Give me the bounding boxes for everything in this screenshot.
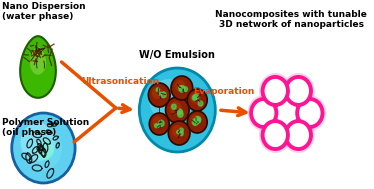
Polygon shape [30,47,46,75]
Polygon shape [194,117,200,123]
Circle shape [264,78,287,104]
Circle shape [21,125,62,171]
Polygon shape [192,119,198,125]
Polygon shape [179,86,183,90]
Circle shape [171,76,193,100]
Circle shape [187,111,207,133]
Circle shape [263,77,288,105]
Circle shape [282,117,315,153]
Polygon shape [178,111,183,117]
Circle shape [251,99,276,127]
Circle shape [12,113,75,183]
Circle shape [149,113,169,135]
Circle shape [21,123,55,161]
Polygon shape [192,95,197,100]
Circle shape [166,97,189,123]
Circle shape [264,122,287,148]
Circle shape [175,80,186,92]
Polygon shape [179,86,186,92]
Circle shape [190,115,200,125]
Circle shape [297,99,322,127]
Circle shape [263,121,288,149]
Polygon shape [161,92,166,98]
Polygon shape [156,88,159,92]
Circle shape [259,73,292,109]
Circle shape [170,101,181,115]
Circle shape [152,87,163,99]
Polygon shape [195,116,201,123]
Circle shape [140,68,215,152]
Circle shape [298,100,322,126]
Circle shape [248,95,280,131]
Circle shape [148,83,170,107]
Circle shape [286,122,310,148]
Text: Polymer Solution
(oil phase): Polymer Solution (oil phase) [2,118,89,137]
Polygon shape [193,94,199,100]
Circle shape [172,125,183,137]
Circle shape [252,100,276,126]
Circle shape [274,99,300,127]
Circle shape [286,121,311,149]
Polygon shape [159,120,164,126]
Text: Ultrasonication: Ultrasonication [81,77,159,87]
Circle shape [286,77,311,105]
Circle shape [259,117,292,153]
Polygon shape [183,87,188,92]
Circle shape [36,140,54,160]
Polygon shape [159,92,162,95]
Polygon shape [20,36,56,98]
Polygon shape [198,101,203,106]
Text: Nano Dispersion
(water phase): Nano Dispersion (water phase) [2,2,85,21]
Circle shape [168,121,190,145]
Polygon shape [177,130,180,134]
Text: Nanocomposites with tunable
3D network of nanoparticles: Nanocomposites with tunable 3D network o… [215,10,367,29]
Circle shape [187,89,207,111]
Polygon shape [154,124,158,128]
Circle shape [275,100,298,126]
Circle shape [270,95,303,131]
Circle shape [294,95,326,131]
Circle shape [190,92,200,104]
Polygon shape [157,124,160,127]
Polygon shape [178,109,183,115]
Polygon shape [180,128,183,132]
Text: W/O Emulsion: W/O Emulsion [140,50,215,60]
Text: Evaporation: Evaporation [193,88,254,97]
Circle shape [153,116,162,128]
Circle shape [282,73,315,109]
Polygon shape [172,104,176,109]
Polygon shape [180,131,183,136]
Circle shape [149,79,187,121]
Circle shape [286,78,310,104]
